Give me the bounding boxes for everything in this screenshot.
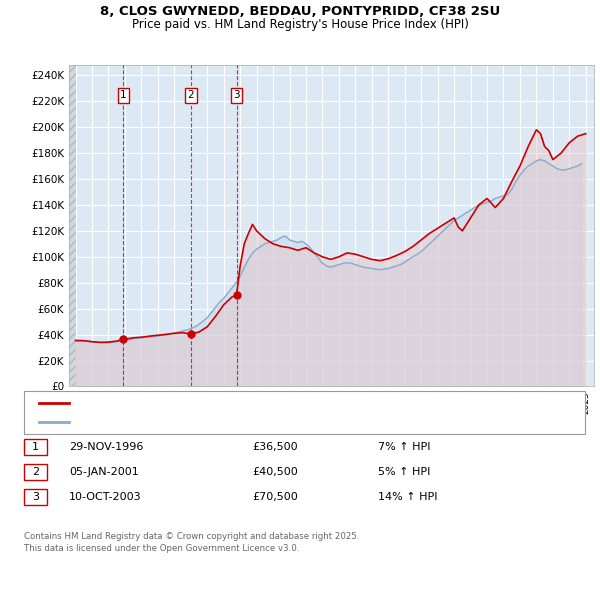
Text: £40,500: £40,500 [252,467,298,477]
Text: 3: 3 [233,90,240,100]
Text: 2: 2 [32,467,39,477]
Text: 14% ↑ HPI: 14% ↑ HPI [378,492,437,502]
Text: 7% ↑ HPI: 7% ↑ HPI [378,442,431,452]
Text: 3: 3 [32,492,39,502]
Text: 8, CLOS GWYNEDD, BEDDAU, PONTYPRIDD, CF38 2SU: 8, CLOS GWYNEDD, BEDDAU, PONTYPRIDD, CF3… [100,5,500,18]
Text: 8, CLOS GWYNEDD, BEDDAU, PONTYPRIDD, CF38 2SU (semi-detached house): 8, CLOS GWYNEDD, BEDDAU, PONTYPRIDD, CF3… [75,398,455,408]
Text: £36,500: £36,500 [252,442,298,452]
Text: 29-NOV-1996: 29-NOV-1996 [69,442,143,452]
Text: 1: 1 [120,90,127,100]
Text: £70,500: £70,500 [252,492,298,502]
Text: 2: 2 [188,90,194,100]
Text: 10-OCT-2003: 10-OCT-2003 [69,492,142,502]
Text: Price paid vs. HM Land Registry's House Price Index (HPI): Price paid vs. HM Land Registry's House … [131,18,469,31]
Text: Contains HM Land Registry data © Crown copyright and database right 2025.
This d: Contains HM Land Registry data © Crown c… [24,532,359,553]
Text: 1: 1 [32,442,39,452]
Bar [69,65,76,386]
Text: 05-JAN-2001: 05-JAN-2001 [69,467,139,477]
Text: 5% ↑ HPI: 5% ↑ HPI [378,467,430,477]
Text: HPI: Average price, semi-detached house, Rhondda Cynon Taf: HPI: Average price, semi-detached house,… [75,417,377,427]
